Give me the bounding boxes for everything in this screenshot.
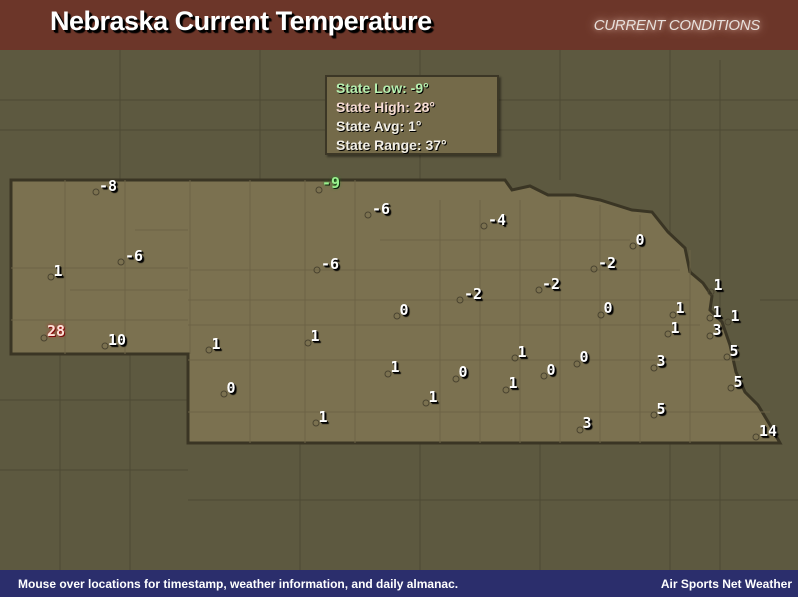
station-temp-label[interactable]: 3	[712, 321, 722, 339]
station-temp-label[interactable]: 10	[107, 331, 127, 349]
station-temp-label[interactable]: -8	[98, 177, 118, 195]
footer-bar: Mouse over locations for timestamp, weat…	[0, 570, 798, 597]
station-marker[interactable]	[650, 411, 658, 419]
station-temp-label[interactable]: 1	[390, 358, 400, 376]
station-temp-label[interactable]: 1	[53, 262, 63, 280]
station-marker[interactable]	[597, 311, 605, 319]
station-marker[interactable]	[540, 372, 548, 380]
station-temp-label[interactable]: -2	[541, 275, 561, 293]
station-temp-label[interactable]: 1	[730, 307, 740, 325]
station-temp-label[interactable]: 0	[579, 348, 589, 366]
station-marker[interactable]	[727, 384, 735, 392]
station-temp-label[interactable]: -2	[597, 254, 617, 272]
station-temp-label[interactable]: 1	[310, 327, 320, 345]
station-marker[interactable]	[669, 311, 677, 319]
station-temp-label[interactable]: -2	[463, 285, 483, 303]
station-temp-label[interactable]: 1	[675, 299, 685, 317]
station-temp-label[interactable]: -6	[371, 200, 391, 218]
station-temp-label[interactable]: 1	[712, 303, 722, 321]
station-temp-label[interactable]: 1	[211, 335, 221, 353]
station-marker[interactable]	[315, 186, 323, 194]
page-title: Nebraska Current Temperature	[50, 6, 432, 36]
station-marker[interactable]	[452, 375, 460, 383]
station-temp-label[interactable]: 1	[517, 343, 527, 361]
station-temp-label[interactable]: 1	[670, 319, 680, 337]
station-temp-label[interactable]: 5	[656, 400, 666, 418]
station-marker[interactable]	[364, 211, 372, 219]
station-marker[interactable]	[723, 353, 731, 361]
station-temp-label[interactable]: 0	[226, 379, 236, 397]
station-marker[interactable]	[312, 419, 320, 427]
station-temp-label[interactable]: 0	[546, 361, 556, 379]
station-temp-label[interactable]: 1	[318, 408, 328, 426]
station-marker[interactable]	[422, 399, 430, 407]
station-marker[interactable]	[304, 339, 312, 347]
station-temp-label[interactable]: 28	[46, 322, 66, 340]
station-marker[interactable]	[313, 266, 321, 274]
station-temp-label[interactable]: -6	[320, 255, 340, 273]
station-temp-label[interactable]: 5	[733, 373, 743, 391]
station-marker[interactable]	[573, 360, 581, 368]
station-marker[interactable]	[707, 288, 715, 296]
station-marker[interactable]	[456, 296, 464, 304]
footer-hint: Mouse over locations for timestamp, weat…	[18, 577, 459, 591]
station-marker[interactable]	[92, 188, 100, 196]
station-marker[interactable]	[220, 390, 228, 398]
station-temp-label[interactable]: -6	[124, 247, 144, 265]
station-temp-label[interactable]: 1	[508, 374, 518, 392]
header-bar: Nebraska Current Temperature CURRENT CON…	[0, 0, 798, 50]
state-low: State Low: -9°	[336, 80, 429, 96]
station-temp-label[interactable]: 0	[635, 231, 645, 249]
station-marker[interactable]	[629, 242, 637, 250]
station-marker[interactable]	[535, 286, 543, 294]
station-temp-label[interactable]: 14	[758, 422, 778, 440]
station-temp-label[interactable]: 1	[428, 388, 438, 406]
station-marker[interactable]	[752, 433, 760, 441]
current-conditions-badge[interactable]: CURRENT CONDITIONS	[593, 17, 761, 34]
station-marker[interactable]	[590, 265, 598, 273]
station-temp-label[interactable]: -4	[487, 211, 507, 229]
station-marker[interactable]	[650, 364, 658, 372]
station-temp-label[interactable]: 0	[399, 301, 409, 319]
station-marker[interactable]	[117, 258, 125, 266]
station-temp-label[interactable]: -9	[321, 174, 341, 192]
station-marker[interactable]	[40, 334, 48, 342]
station-temp-label[interactable]: 3	[656, 352, 666, 370]
state-range: State Range: 37°	[336, 137, 447, 153]
state-avg: State Avg: 1°	[336, 118, 422, 134]
station-marker[interactable]	[724, 318, 732, 326]
station-marker[interactable]	[205, 346, 213, 354]
station-temp-label[interactable]: 3	[582, 414, 592, 432]
station-marker[interactable]	[393, 312, 401, 320]
station-temp-label[interactable]: 0	[458, 363, 468, 381]
state-stats-box: State Low: -9° State High: 28° State Avg…	[325, 75, 499, 155]
station-marker[interactable]	[706, 314, 714, 322]
station-marker[interactable]	[511, 354, 519, 362]
station-marker[interactable]	[664, 330, 672, 338]
station-marker[interactable]	[384, 370, 392, 378]
station-marker[interactable]	[576, 426, 584, 434]
footer-brand[interactable]: Air Sports Net Weather	[660, 577, 792, 591]
state-high: State High: 28°	[336, 99, 435, 115]
station-marker[interactable]	[47, 273, 55, 281]
station-temp-label[interactable]: 5	[729, 342, 739, 360]
station-marker[interactable]	[101, 342, 109, 350]
station-marker[interactable]	[502, 386, 510, 394]
station-marker[interactable]	[480, 222, 488, 230]
station-marker[interactable]	[706, 332, 714, 340]
station-temp-label[interactable]: 1	[713, 276, 723, 294]
county-lines	[11, 180, 770, 443]
station-temp-label[interactable]: 0	[603, 299, 613, 317]
